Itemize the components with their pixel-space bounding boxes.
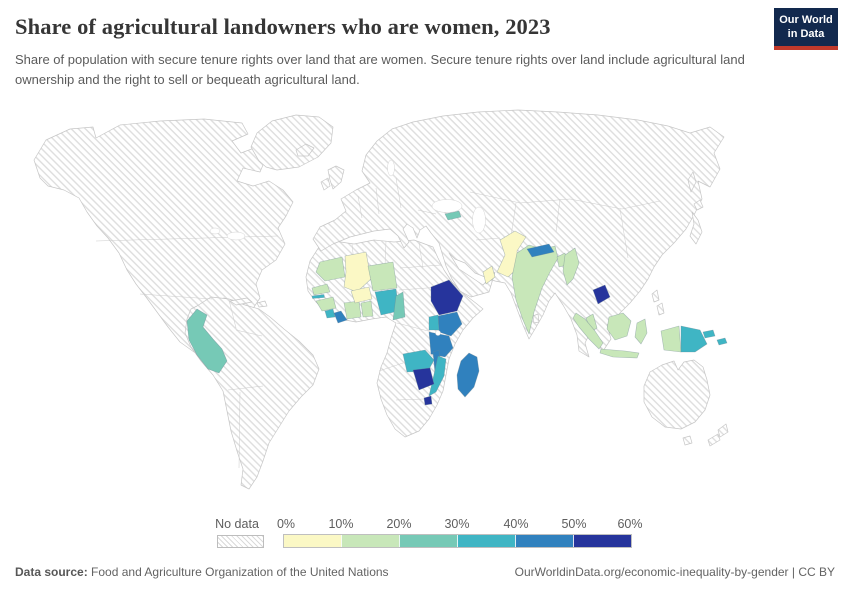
- country-sierra-leone[interactable]: [324, 308, 336, 319]
- data-source-label: Data source:: [15, 565, 88, 579]
- country-cambodia[interactable]: [592, 284, 611, 305]
- border-lines-americas: [95, 235, 279, 469]
- border-lines-eurasia: [357, 177, 661, 259]
- country-myanmar[interactable]: [562, 247, 580, 286]
- region-north-america[interactable]: [33, 118, 294, 379]
- legend-bin-10-20[interactable]: [341, 535, 399, 547]
- region-australia[interactable]: [643, 359, 711, 430]
- footer-link[interactable]: OurWorldinData.org/economic-inequality-b…: [514, 565, 835, 579]
- legend-tick-4: 40%: [503, 517, 529, 531]
- country-cameroon[interactable]: [392, 291, 406, 321]
- country-cote-divoire[interactable]: [343, 300, 362, 320]
- region-greenland[interactable]: [250, 114, 334, 171]
- country-zambia[interactable]: [402, 349, 435, 373]
- region-united-kingdom[interactable]: [327, 165, 345, 190]
- no-data-swatch[interactable]: [217, 535, 264, 548]
- country-georgia[interactable]: [444, 210, 462, 221]
- region-south-america[interactable]: [184, 296, 320, 490]
- legend-tick-3: 30%: [444, 517, 470, 531]
- country-indonesia-java[interactable]: [599, 348, 640, 359]
- data-source-text: Food and Agriculture Organization of the…: [87, 565, 389, 579]
- legend-tick-5: 50%: [561, 517, 587, 531]
- legend-color-bar: [283, 534, 632, 548]
- country-lesotho[interactable]: [423, 395, 433, 406]
- region-philippines[interactable]: [651, 289, 660, 303]
- data-source-note: Data source: Food and Agriculture Organi…: [15, 565, 389, 579]
- region-japan-north[interactable]: [693, 199, 704, 211]
- region-sri-lanka[interactable]: [532, 313, 540, 324]
- baltic-sea: [387, 159, 395, 177]
- chart-subtitle: Share of population with secure tenure r…: [15, 52, 745, 87]
- country-indonesia-borneo[interactable]: [606, 312, 632, 341]
- legend-bin-0-10[interactable]: [284, 535, 341, 547]
- legend-bin-20-30[interactable]: [399, 535, 457, 547]
- region-philippines-south[interactable]: [656, 302, 665, 316]
- great-lakes-west: [209, 227, 221, 235]
- region-iceland[interactable]: [295, 143, 315, 157]
- legend-tick-1: 10%: [328, 517, 354, 531]
- country-mauritania[interactable]: [315, 256, 346, 282]
- country-ghana[interactable]: [360, 300, 374, 318]
- legend-tick-0: 0%: [276, 517, 296, 531]
- country-liberia[interactable]: [333, 310, 348, 324]
- country-indonesia-sulawesi[interactable]: [634, 318, 648, 345]
- country-indonesia-sumatra[interactable]: [572, 312, 604, 350]
- owid-logo[interactable]: Our World in Data: [774, 8, 838, 50]
- chart-title: Share of agricultural landowners who are…: [15, 14, 551, 39]
- legend-bin-50-60[interactable]: [573, 535, 631, 547]
- legend-bin-40-50[interactable]: [515, 535, 573, 547]
- legend-tick-6: 60%: [617, 517, 643, 531]
- country-indonesia-papua[interactable]: [660, 325, 682, 353]
- country-nepal[interactable]: [526, 243, 555, 258]
- country-solomon-islands[interactable]: [702, 329, 716, 339]
- legend-bin-30-40[interactable]: [457, 535, 515, 547]
- no-data-label: No data: [215, 517, 259, 531]
- country-burkina-faso[interactable]: [350, 286, 373, 304]
- owid-logo-line2: in Data: [787, 27, 825, 40]
- country-gambia[interactable]: [311, 294, 325, 299]
- great-lakes: [226, 231, 246, 241]
- country-uganda[interactable]: [428, 314, 440, 331]
- country-guinea[interactable]: [315, 296, 337, 312]
- country-madagascar[interactable]: [456, 352, 480, 398]
- country-papua-new-guinea[interactable]: [680, 325, 708, 353]
- region-new-zealand-south[interactable]: [707, 433, 721, 447]
- caspian-sea: [472, 206, 486, 234]
- owid-logo-line1: Our World: [779, 14, 833, 26]
- region-new-zealand-north[interactable]: [717, 423, 729, 438]
- lake-victoria: [435, 330, 441, 336]
- country-tanzania[interactable]: [428, 331, 454, 358]
- country-senegal[interactable]: [311, 283, 331, 296]
- region-sakhalin[interactable]: [687, 171, 697, 193]
- region-tasmania[interactable]: [682, 435, 693, 446]
- country-ethiopia[interactable]: [430, 279, 464, 316]
- country-solomon-islands-2[interactable]: [716, 337, 728, 346]
- black-sea: [431, 199, 463, 213]
- region-japan[interactable]: [689, 211, 703, 245]
- country-zimbabwe[interactable]: [412, 367, 435, 391]
- region-ireland[interactable]: [320, 177, 331, 191]
- legend-tick-2: 20%: [386, 517, 412, 531]
- chart-footer: Data source: Food and Agriculture Organi…: [15, 565, 835, 579]
- region-hispaniola[interactable]: [256, 300, 268, 308]
- country-niger[interactable]: [367, 261, 398, 292]
- region-cuba[interactable]: [229, 297, 253, 306]
- country-peru[interactable]: [186, 308, 228, 374]
- country-oman[interactable]: [482, 265, 496, 285]
